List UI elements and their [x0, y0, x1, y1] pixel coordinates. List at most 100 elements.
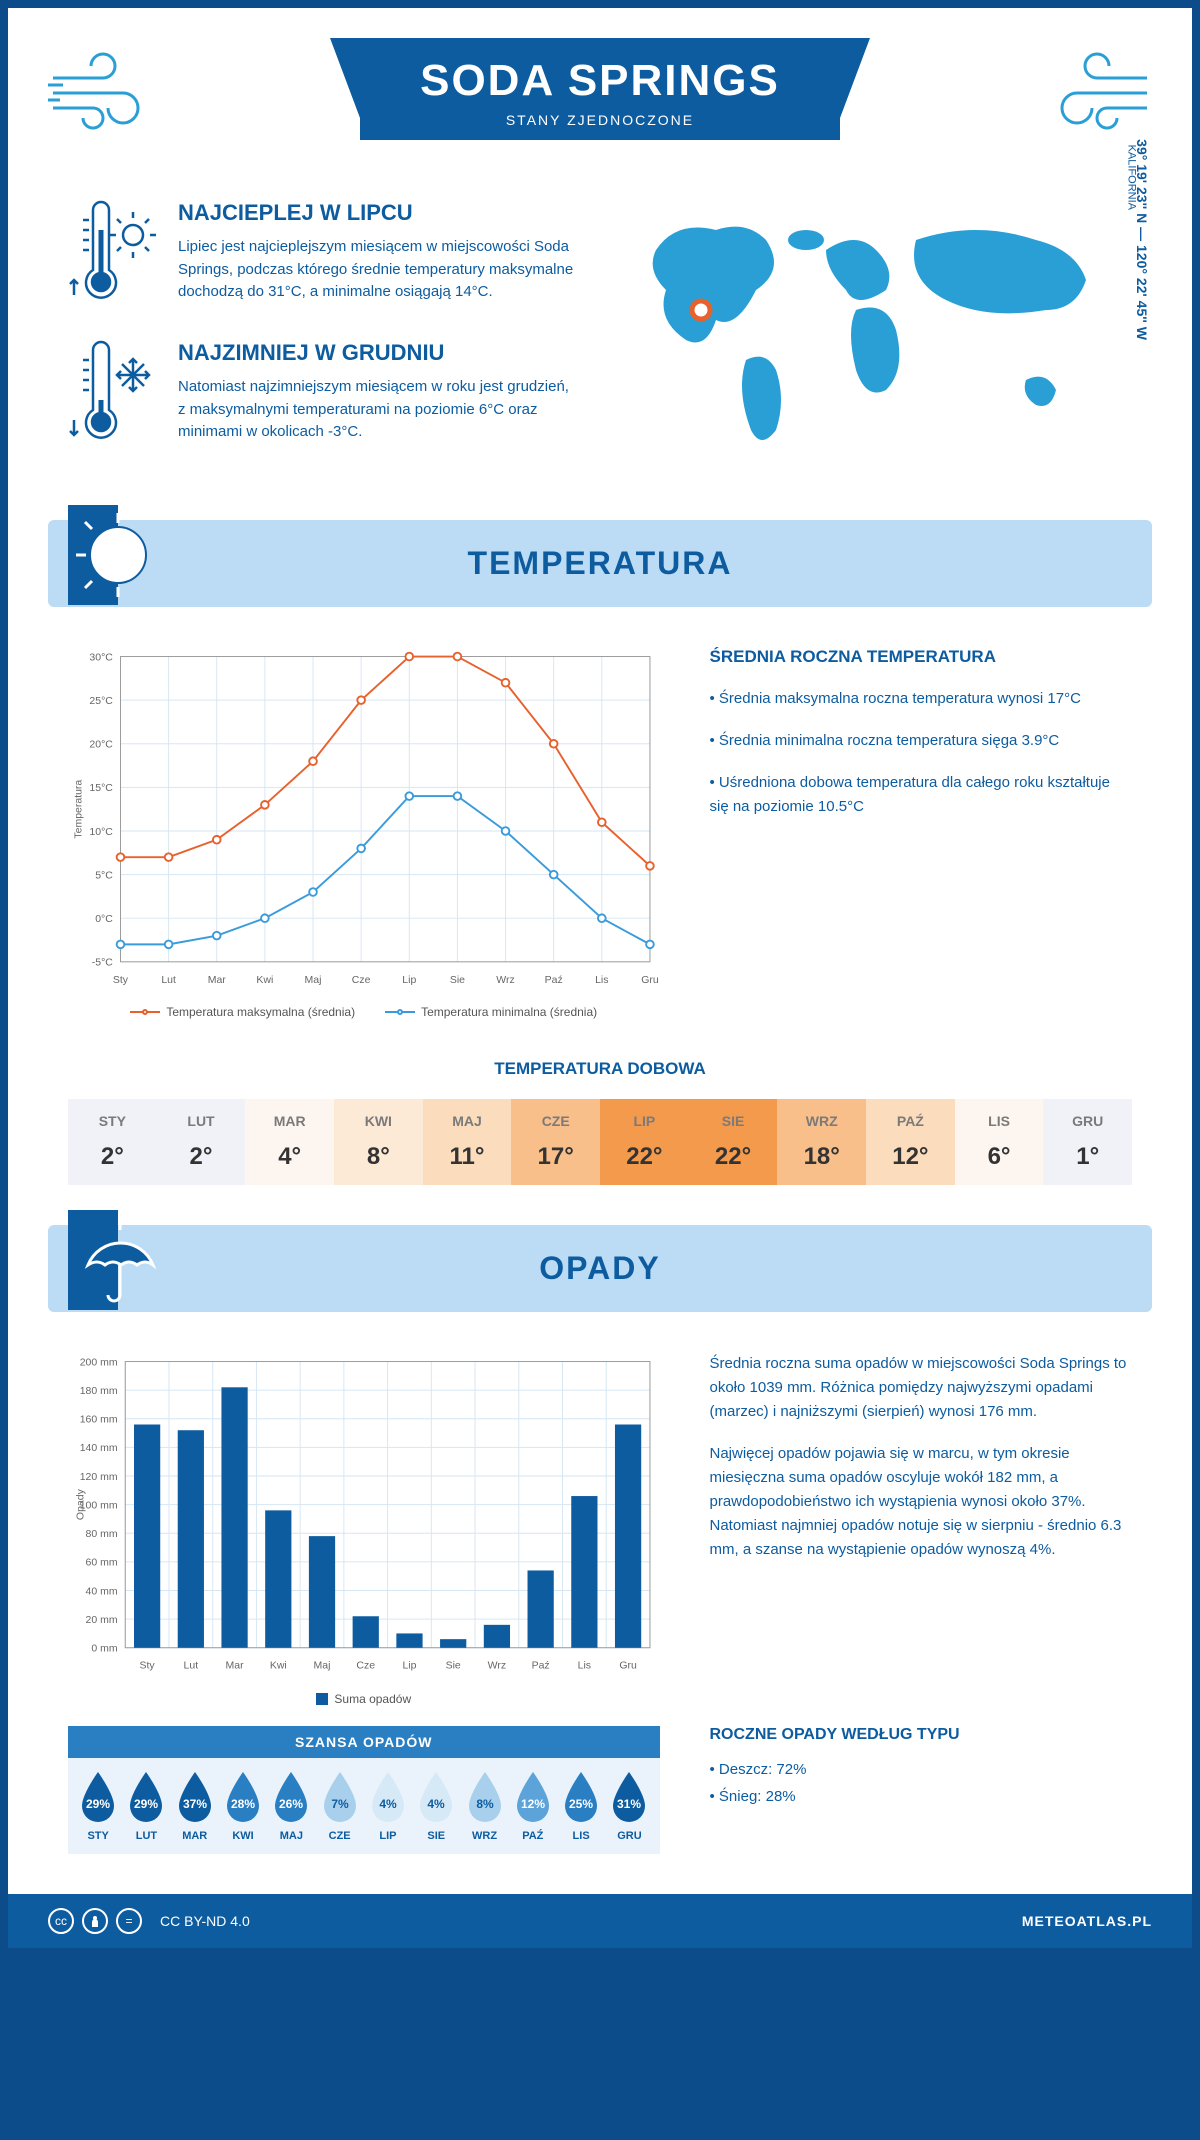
daily-temp-cell: LUT2° — [157, 1099, 246, 1185]
cold-summary: NAJZIMNIEJ W GRUDNIU Natomiast najzimnie… — [68, 340, 580, 450]
legend-max: Temperatura maksymalna (średnia) — [130, 1005, 355, 1019]
svg-text:180 mm: 180 mm — [80, 1386, 118, 1397]
chance-cell: 28% KWI — [219, 1770, 267, 1842]
sun-icon — [68, 505, 168, 605]
title-banner: SODA SPRINGS STANY ZJEDNOCZONE — [360, 38, 840, 140]
daily-temp-cell: MAJ11° — [423, 1099, 512, 1185]
svg-text:Gru: Gru — [619, 1661, 637, 1672]
svg-text:Gru: Gru — [641, 975, 659, 986]
svg-text:Paź: Paź — [532, 1661, 550, 1672]
svg-text:Wrz: Wrz — [496, 975, 514, 986]
wind-icon — [48, 48, 168, 138]
daily-temp-cell: KWI8° — [334, 1099, 423, 1185]
temp-info-title: ŚREDNIA ROCZNA TEMPERATURA — [710, 647, 1133, 667]
raindrop-icon: 25% — [559, 1770, 603, 1824]
precip-info: Średnia roczna suma opadów w miejscowośc… — [710, 1352, 1133, 1705]
chance-cell: 25% LIS — [557, 1770, 605, 1842]
svg-text:Sie: Sie — [446, 1661, 461, 1672]
svg-text:Cze: Cze — [356, 1661, 375, 1672]
hot-summary: NAJCIEPLEJ W LIPCU Lipiec jest najcieple… — [68, 200, 580, 310]
svg-text:Kwi: Kwi — [256, 975, 273, 986]
type-title: ROCZNE OPADY WEDŁUG TYPU — [710, 1726, 1133, 1744]
umbrella-icon — [68, 1210, 168, 1310]
raindrop-icon: 28% — [221, 1770, 265, 1824]
daily-temp-cell: LIP22° — [600, 1099, 689, 1185]
svg-text:Mar: Mar — [208, 975, 227, 986]
chance-cell: 7% CZE — [315, 1770, 363, 1842]
raindrop-icon: 7% — [318, 1770, 362, 1824]
svg-text:20°C: 20°C — [89, 740, 113, 751]
raindrop-icon: 29% — [124, 1770, 168, 1824]
precip-text: Średnia roczna suma opadów w miejscowośc… — [710, 1352, 1133, 1424]
svg-text:5°C: 5°C — [95, 870, 113, 881]
svg-text:Lip: Lip — [402, 975, 416, 986]
svg-text:0°C: 0°C — [95, 914, 113, 925]
hot-text: Lipiec jest najcieplejszym miesiącem w m… — [178, 236, 580, 304]
svg-text:Maj: Maj — [305, 975, 322, 986]
daily-temp-cell: GRU1° — [1043, 1099, 1132, 1185]
svg-text:10°C: 10°C — [89, 827, 113, 838]
temperature-banner: TEMPERATURA — [48, 520, 1152, 607]
nd-icon: = — [116, 1908, 142, 1934]
svg-text:140 mm: 140 mm — [80, 1444, 118, 1455]
raindrop-icon: 31% — [607, 1770, 651, 1824]
daily-temp-cell: LIS6° — [955, 1099, 1044, 1185]
precip-chart: 0 mm20 mm40 mm60 mm80 mm100 mm120 mm140 … — [68, 1352, 660, 1705]
chance-cell: 12% PAŹ — [509, 1770, 557, 1842]
daily-temp-cell: WRZ18° — [777, 1099, 866, 1185]
temperature-chart: -5°C0°C5°C10°C15°C20°C25°C30°CStyLutMarK… — [68, 647, 660, 1019]
region-label: KALIFORNIA — [1125, 145, 1137, 210]
svg-text:Sty: Sty — [113, 975, 129, 986]
svg-text:Lut: Lut — [161, 975, 176, 986]
raindrop-icon: 8% — [463, 1770, 507, 1824]
svg-text:31%: 31% — [617, 1797, 641, 1811]
svg-text:160 mm: 160 mm — [80, 1415, 118, 1426]
daily-temp-cell: PAŹ12° — [866, 1099, 955, 1185]
precip-chance-box: SZANSA OPADÓW 29% STY 29% LUT 37% MAR 28… — [68, 1726, 660, 1854]
svg-text:Lip: Lip — [402, 1661, 416, 1672]
svg-text:40 mm: 40 mm — [86, 1587, 118, 1598]
daily-temp-section: TEMPERATURA DOBOWA STY2° LUT2° MAR4° KWI… — [8, 1059, 1192, 1225]
daily-temp-cell: MAR4° — [245, 1099, 334, 1185]
world-map — [620, 200, 1132, 460]
svg-text:Lis: Lis — [595, 975, 608, 986]
svg-text:Sty: Sty — [140, 1661, 156, 1672]
header: SODA SPRINGS STANY ZJEDNOCZONE — [8, 8, 1192, 180]
raindrop-icon: 37% — [173, 1770, 217, 1824]
precip-banner: OPADY — [48, 1225, 1152, 1312]
svg-text:-5°C: -5°C — [92, 958, 114, 969]
svg-text:200 mm: 200 mm — [80, 1358, 118, 1369]
cc-icon: cc — [48, 1908, 74, 1934]
svg-text:28%: 28% — [231, 1797, 255, 1811]
svg-text:Paź: Paź — [545, 975, 563, 986]
svg-text:Mar: Mar — [226, 1661, 245, 1672]
svg-text:29%: 29% — [86, 1797, 110, 1811]
svg-text:Temperatura: Temperatura — [73, 780, 84, 839]
chance-cell: 29% STY — [74, 1770, 122, 1842]
svg-text:26%: 26% — [279, 1797, 303, 1811]
daily-temp-cell: SIE22° — [689, 1099, 778, 1185]
svg-text:Cze: Cze — [352, 975, 371, 986]
precip-banner-title: OPADY — [88, 1250, 1112, 1287]
precip-type-box: ROCZNE OPADY WEDŁUG TYPU • Deszcz: 72% •… — [710, 1726, 1133, 1854]
type-rain: • Deszcz: 72% — [710, 1756, 1133, 1783]
svg-text:Kwi: Kwi — [270, 1661, 287, 1672]
svg-text:Maj: Maj — [314, 1661, 331, 1672]
raindrop-icon: 4% — [366, 1770, 410, 1824]
svg-text:29%: 29% — [134, 1797, 158, 1811]
summary-row: NAJCIEPLEJ W LIPCU Lipiec jest najcieple… — [8, 180, 1192, 520]
chance-title: SZANSA OPADÓW — [68, 1726, 660, 1758]
svg-text:Wrz: Wrz — [488, 1661, 506, 1672]
svg-text:Lut: Lut — [184, 1661, 199, 1672]
svg-text:15°C: 15°C — [89, 783, 113, 794]
thermometer-hot-icon — [68, 200, 158, 310]
page-subtitle: STANY ZJEDNOCZONE — [420, 112, 780, 128]
license-text: CC BY-ND 4.0 — [160, 1913, 250, 1929]
location-marker — [692, 301, 710, 319]
hot-title: NAJCIEPLEJ W LIPCU — [178, 200, 580, 226]
precip-text: Najwięcej opadów pojawia się w marcu, w … — [710, 1442, 1133, 1562]
temp-bullet: • Średnia minimalna roczna temperatura s… — [710, 729, 1133, 753]
wind-icon — [1032, 48, 1152, 138]
temp-bullet: • Średnia maksymalna roczna temperatura … — [710, 687, 1133, 711]
svg-text:7%: 7% — [331, 1797, 349, 1811]
